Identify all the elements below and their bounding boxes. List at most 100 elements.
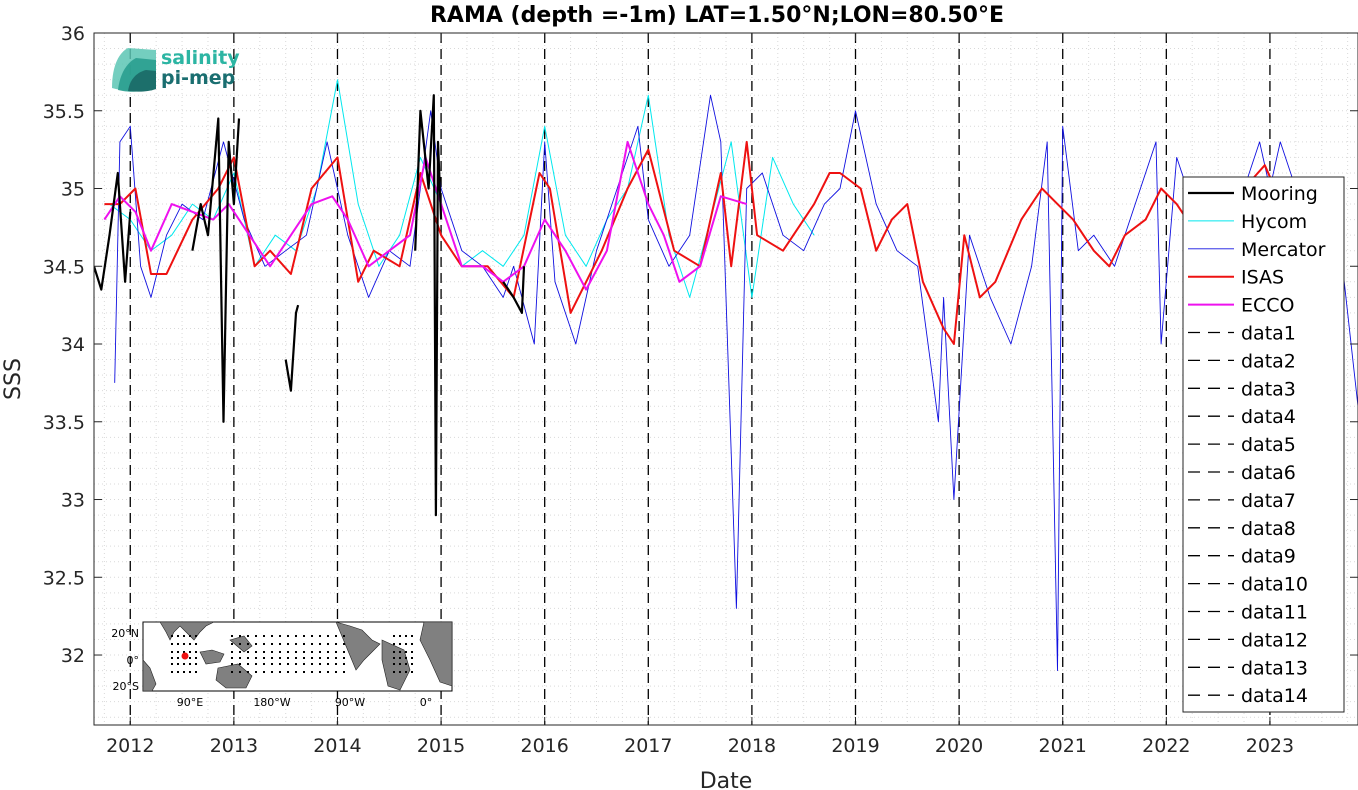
legend-label-data11: data11 <box>1241 602 1308 624</box>
inset-map-mooring-dot <box>231 671 233 673</box>
x-tick-label: 2019 <box>831 735 879 757</box>
year-separator-lines <box>129 33 1271 725</box>
series-line-mooring <box>414 94 443 517</box>
y-tick-label: 32 <box>61 645 85 667</box>
inset-map-mooring-dot <box>195 635 197 637</box>
inset-map-mooring-dot <box>311 651 313 653</box>
inset-map-mooring-dot <box>343 663 345 665</box>
inset-map-moorings <box>171 635 413 673</box>
inset-map-mooring-dot <box>311 663 313 665</box>
inset-map-mooring-dot <box>303 663 305 665</box>
legend-label-data8: data8 <box>1241 518 1296 540</box>
x-tick-label: 2012 <box>106 735 154 757</box>
inset-map-location-marker <box>181 652 189 660</box>
legend: Mooring Hycom Mercator ISAS ECCO data1 data2 da… <box>1182 176 1345 713</box>
inset-map-mooring-dot <box>393 643 395 645</box>
inset-map-mooring-dot <box>239 663 241 665</box>
inset-map-mooring-dot <box>311 643 313 645</box>
inset-map-mooring-dot <box>255 663 257 665</box>
inset-map-mooring-dot <box>319 657 321 659</box>
grid <box>94 33 1358 725</box>
inset-map-mooring-dot <box>171 663 173 665</box>
inset-map-mooring-dot <box>239 671 241 673</box>
inset-map-mooring-dot <box>327 657 329 659</box>
y-axis-label: SSS <box>1 358 26 400</box>
inset-map-mooring-dot <box>195 663 197 665</box>
inset-map-mooring-dot <box>287 635 289 637</box>
inset-map-mooring-dot <box>279 671 281 673</box>
inset-map-mooring-dot <box>177 657 179 659</box>
inset-map-mooring-dot <box>271 657 273 659</box>
inset-lat-label-0: 0° <box>127 654 140 667</box>
y-axis-ticks: 32 32.5 33 33.5 34 34.5 35 35.5 36 <box>43 23 1358 667</box>
inset-map-mooring-dot <box>327 663 329 665</box>
inset-map-mooring-dot <box>343 651 345 653</box>
inset-map-mooring-dot <box>343 643 345 645</box>
legend-label-data4: data4 <box>1241 406 1296 428</box>
inset-map-land <box>142 621 453 692</box>
legend-label-mooring: Mooring <box>1241 183 1318 205</box>
inset-map-mooring-dot <box>393 657 395 659</box>
inset-map-mooring-dot <box>411 643 413 645</box>
inset-map-mooring-dot <box>183 651 185 653</box>
legend-label-data7: data7 <box>1241 490 1296 512</box>
legend-label-mercator: Mercator <box>1241 239 1326 261</box>
inset-map-mooring-dot <box>303 671 305 673</box>
legend-label-data2: data2 <box>1241 350 1296 372</box>
inset-map-mooring-dot <box>279 663 281 665</box>
inset-map-mooring-dot <box>405 643 407 645</box>
series-line-mooring <box>94 171 132 291</box>
inset-map-mooring-dot <box>399 671 401 673</box>
inset-map-mooring-dot <box>171 657 173 659</box>
inset-map-mooring-dot <box>399 663 401 665</box>
inset-lat-label-20n: 20°N <box>111 627 139 640</box>
inset-map-mooring-dot <box>393 671 395 673</box>
inset-map-mooring-dot <box>263 663 265 665</box>
inset-map-mooring-dot <box>271 643 273 645</box>
y-tick-label: 33 <box>61 490 85 512</box>
legend-label-ecco: ECCO <box>1241 295 1295 317</box>
y-tick-label: 35 <box>61 179 85 201</box>
inset-map-mooring-dot <box>335 671 337 673</box>
logo-text-pimep: pi-mep <box>161 67 235 89</box>
inset-map-mooring-dot <box>393 651 395 653</box>
inset-map-mooring-dot <box>247 663 249 665</box>
inset-map-mooring-dot <box>255 651 257 653</box>
x-tick-label: 2018 <box>728 735 776 757</box>
inset-map-mooring-dot <box>405 657 407 659</box>
inset-map-mooring-dot <box>319 663 321 665</box>
inset-map-mooring-dot <box>303 651 305 653</box>
inset-map-mooring-dot <box>255 643 257 645</box>
inset-map-mooring-dot <box>311 671 313 673</box>
x-tick-label: 2021 <box>1039 735 1087 757</box>
inset-map-mooring-dot <box>271 635 273 637</box>
inset-map-mooring-dot <box>231 663 233 665</box>
inset-map-mooring-dot <box>189 635 191 637</box>
inset-map-mooring-dot <box>287 671 289 673</box>
inset-map-mooring-dot <box>177 635 179 637</box>
y-tick-label: 34.5 <box>43 256 85 278</box>
inset-map-mooring-dot <box>195 643 197 645</box>
x-tick-label: 2020 <box>935 735 983 757</box>
legend-label-data10: data10 <box>1241 574 1308 596</box>
legend-label-data5: data5 <box>1241 434 1296 456</box>
inset-map-mooring-dot <box>177 671 179 673</box>
y-tick-label: 33.5 <box>43 412 85 434</box>
inset-map-mooring-dot <box>279 651 281 653</box>
inset-map-mooring-dot <box>231 643 233 645</box>
inset-map-mooring-dot <box>263 643 265 645</box>
chart-title: RAMA (depth =-1m) LAT=1.50°N;LON=80.50°E <box>430 3 1004 28</box>
inset-map-mooring-dot <box>311 635 313 637</box>
inset-map-mooring-dot <box>287 663 289 665</box>
inset-map-mooring-dot <box>239 643 241 645</box>
inset-map-mooring-dot <box>311 657 313 659</box>
inset-lon-label-0: 0° <box>420 696 433 709</box>
y-tick-label: 34 <box>61 334 85 356</box>
inset-map-mooring-dot <box>287 643 289 645</box>
inset-map-mooring-dot <box>327 643 329 645</box>
inset-map-mooring-dot <box>279 643 281 645</box>
x-tick-label: 2017 <box>624 735 672 757</box>
inset-map-mooring-dot <box>279 635 281 637</box>
inset-map-mooring-dot <box>319 651 321 653</box>
